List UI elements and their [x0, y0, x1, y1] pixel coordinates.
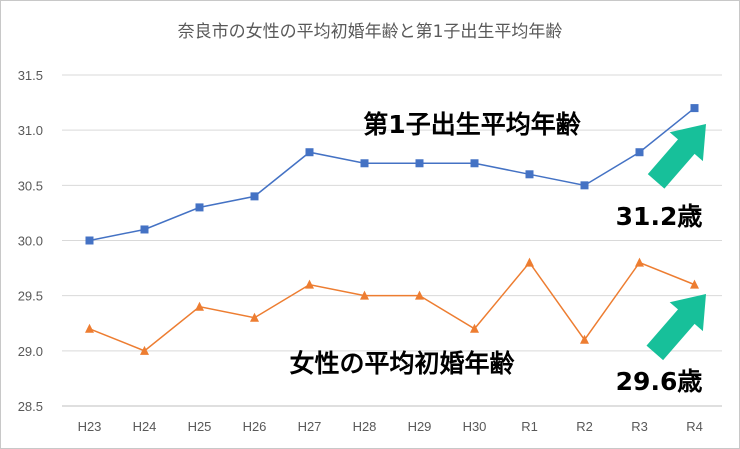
data-point-triangle: [85, 323, 94, 333]
annotation-first-birth-value: 31.2歳: [616, 202, 703, 231]
series-line-2: [89, 261, 695, 352]
x-axis-ticks: H23 H24 H25 H26 H27 H28 H29 H30 R1 R2 R3 R4: [78, 419, 703, 434]
data-point-triangle: [140, 345, 149, 355]
series-line-1: [89, 107, 695, 242]
x-tick-label: R3: [631, 419, 648, 434]
data-point-square: [195, 203, 204, 212]
data-point-triangle: [525, 257, 534, 267]
data-point-square: [305, 148, 314, 157]
data-point-triangle: [470, 323, 479, 333]
arrows: [646, 124, 706, 361]
x-tick-label: H23: [78, 419, 102, 434]
data-point-triangle: [580, 334, 589, 344]
x-tick-label: R2: [576, 419, 593, 434]
x-tick-label: H28: [353, 419, 377, 434]
x-tick-label: R4: [686, 419, 703, 434]
data-point-square: [470, 159, 479, 168]
x-tick-label: H30: [463, 419, 487, 434]
data-point-triangle: [250, 312, 259, 322]
data-point-square: [580, 181, 589, 190]
x-tick-label: H27: [298, 419, 322, 434]
up-arrow-icon: [647, 124, 706, 189]
y-tick-label: 31.0: [18, 123, 43, 138]
x-tick-label: H26: [243, 419, 267, 434]
data-point-triangle: [415, 290, 424, 300]
data-point-triangle: [690, 279, 699, 289]
x-tick-label: R1: [521, 419, 538, 434]
y-axis-ticks: 31.5 31.0 30.5 30.0 29.5 29.0 28.5: [18, 68, 43, 414]
x-tick-label: H25: [188, 419, 212, 434]
y-tick-label: 30.5: [18, 178, 43, 193]
up-arrow-icon: [646, 294, 706, 361]
data-point-triangle: [360, 290, 369, 300]
y-tick-label: 29.5: [18, 289, 43, 304]
data-point-triangle: [305, 279, 314, 289]
data-point-triangle: [635, 257, 644, 267]
data-point-square: [85, 236, 94, 245]
y-tick-label: 31.5: [18, 68, 43, 83]
data-point-square: [360, 159, 369, 168]
data-point-square: [525, 170, 534, 179]
data-point-square: [690, 104, 699, 113]
data-point-triangle: [195, 301, 204, 311]
data-point-square: [635, 148, 644, 157]
x-tick-label: H24: [133, 419, 157, 434]
annotation-first-marriage-value: 29.6歳: [616, 367, 703, 396]
chart-title: 奈良市の女性の平均初婚年齢と第1子出生平均年齢: [178, 22, 563, 42]
y-tick-label: 30.0: [18, 234, 43, 249]
series-label-first-birth: 第1子出生平均年齢: [363, 110, 580, 139]
y-tick-label: 29.0: [18, 344, 43, 359]
y-tick-label: 28.5: [18, 399, 43, 414]
data-point-square: [415, 159, 424, 168]
series-label-first-marriage: 女性の平均初婚年齢: [289, 349, 514, 378]
series-layer: [85, 104, 699, 355]
x-tick-label: H29: [408, 419, 432, 434]
data-point-square: [140, 225, 149, 234]
data-point-square: [250, 192, 259, 201]
